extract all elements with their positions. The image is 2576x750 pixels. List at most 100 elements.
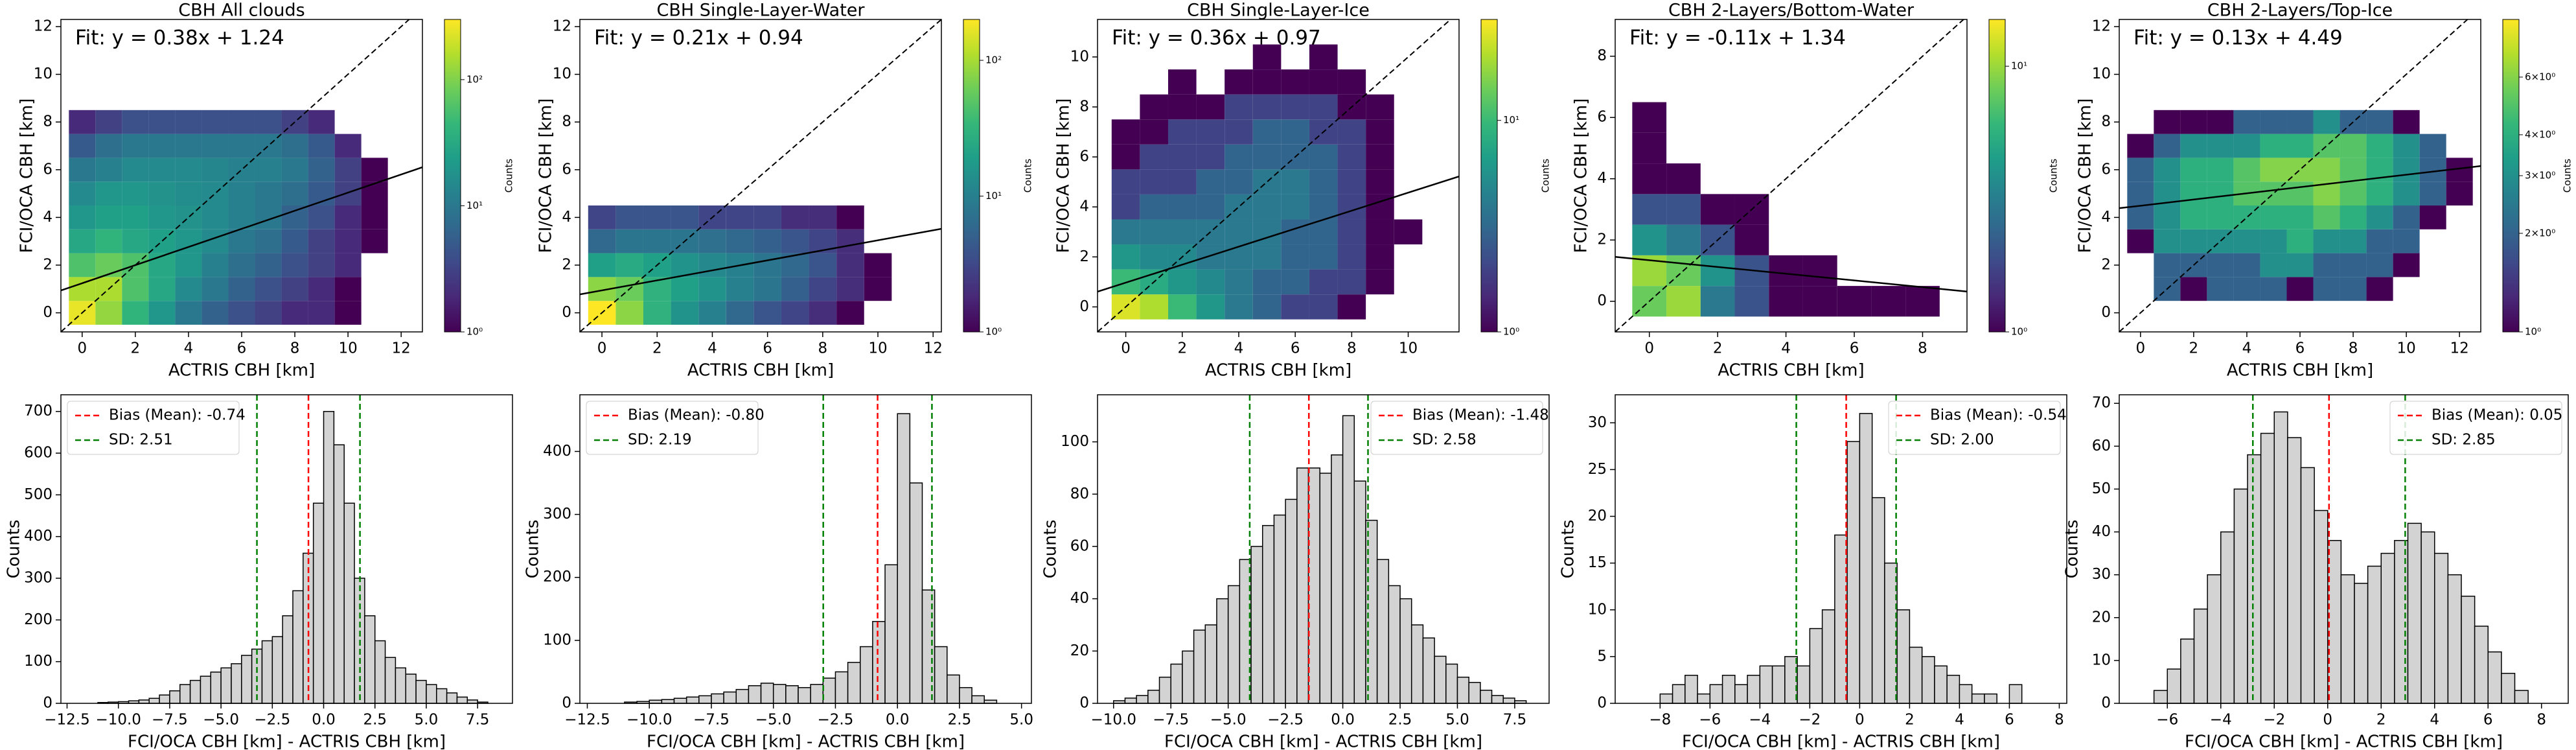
bar [2421, 531, 2435, 704]
y-axis-label: Counts [1559, 520, 1578, 579]
x-tick-label: 10 [2397, 340, 2415, 357]
heatmap-cell [2366, 134, 2393, 158]
heatmap-cell [69, 110, 96, 134]
heatmap-cell [2366, 205, 2393, 229]
heatmap-cell [2286, 205, 2314, 229]
bar [436, 688, 448, 704]
heatmap-cell [1111, 119, 1140, 145]
heatmap-cell [95, 182, 122, 205]
bar [169, 690, 181, 704]
heatmap-cell [1700, 194, 1735, 225]
chart-title: CBH 2-Layers/Top-Ice [2207, 1, 2393, 21]
heatmap-cell [281, 253, 308, 277]
x-tick-label: 5.0 [1009, 712, 1033, 729]
x-tick-label: 2 [1905, 712, 1915, 729]
fit-annotation: Fit: y = 0.36x + 0.97 [1112, 27, 1321, 50]
heatmap-cell [671, 205, 699, 229]
heatmap-cell [1225, 119, 1253, 145]
heatmap-cell [2233, 134, 2260, 158]
bar [210, 672, 222, 704]
bar [2207, 574, 2222, 704]
heatmap-cell [281, 205, 308, 229]
bar [934, 646, 948, 704]
heatmap-cell [809, 301, 837, 325]
bar [1759, 665, 1773, 704]
x-tick-label: 0 [2323, 712, 2332, 729]
heatmap-cell [726, 205, 754, 229]
heatmap-cell [2127, 205, 2154, 229]
x-axis-label: ACTRIS CBH [km] [1718, 361, 1864, 381]
heatmap-cell [726, 301, 754, 325]
plot-frame [1615, 19, 1968, 333]
heatmap-cell [69, 253, 96, 277]
x-tick-label: 12 [924, 340, 943, 357]
bar [872, 620, 886, 704]
heatmap-cell [2154, 158, 2181, 182]
bar [2233, 488, 2248, 704]
heatmap-cell [1309, 69, 1338, 95]
bar [312, 502, 325, 704]
heatmap-cell [1167, 144, 1197, 170]
x-tick-label: −7.5 [1153, 712, 1189, 729]
heatmap-cell [69, 205, 96, 229]
heatmap-cell [175, 158, 202, 182]
heatmap-cell [95, 301, 122, 325]
y-tick-label: 4 [43, 209, 52, 226]
x-tick-label: 5.0 [415, 712, 439, 729]
heatmap-cell [836, 253, 864, 277]
bar [1307, 467, 1320, 704]
x-tick-label: 8 [2536, 712, 2546, 729]
plot-area [1615, 19, 1967, 332]
bar [1747, 674, 1761, 704]
legend-box [1888, 401, 2061, 455]
heatmap-cell [809, 253, 837, 277]
colorbar-tick-label: 6×10⁰ [2525, 71, 2555, 82]
y-tick-label: 8 [43, 113, 52, 130]
y-tick-label: 10 [2092, 65, 2111, 82]
y-axis-label: Counts [5, 520, 24, 579]
x-tick-label: −12.5 [44, 712, 89, 729]
heatmap-cell [2286, 277, 2314, 301]
y-tick-label: 30 [2092, 566, 2111, 583]
x-tick-label: −10.0 [1091, 712, 1136, 729]
heatmap-cell [148, 205, 176, 229]
heatmap-cell [1225, 69, 1253, 95]
heatmap-cell [2180, 134, 2207, 158]
x-tick-label: 5.0 [1445, 712, 1469, 729]
y-tick-label: 400 [24, 528, 52, 545]
fit-annotation: Fit: y = 0.13x + 4.49 [2133, 27, 2343, 50]
heatmap-cell [726, 277, 754, 301]
bar [2314, 510, 2329, 704]
colorbar-tick-label: 4×10⁰ [2525, 128, 2555, 140]
heatmap-cell [255, 182, 282, 205]
heatmap-cell [95, 110, 122, 134]
bar [1227, 585, 1241, 704]
bar [2474, 626, 2489, 704]
heatmap-cell [255, 277, 282, 301]
heatmap-cell [2154, 205, 2181, 229]
heatmap-cell [1140, 94, 1168, 120]
heatmap-cell [1309, 44, 1338, 70]
plot-frame [60, 19, 423, 333]
heatmap-cell [2286, 134, 2314, 158]
heatmap-cell [1309, 244, 1338, 270]
heatmap-cell [308, 301, 335, 325]
heatmap-cell [1167, 169, 1197, 194]
heatmap-cell [201, 301, 229, 325]
x-tick-label: −6 [2156, 712, 2178, 729]
heatmap-cell [334, 158, 362, 182]
x-tick-label: 4 [1955, 712, 1964, 729]
heatmap-cell [2207, 253, 2234, 277]
heatmap-cell [255, 229, 282, 253]
x-tick-label: −5.0 [755, 712, 792, 729]
heatmap-cell [615, 205, 643, 229]
heatmap-cell [334, 205, 362, 229]
y-tick-label: 600 [24, 445, 52, 462]
heatmap-cell [836, 205, 864, 229]
x-tick-label: −7.5 [152, 712, 188, 729]
bar [661, 699, 675, 704]
y-tick-label: 10 [1070, 48, 1089, 65]
bar [1124, 697, 1137, 704]
heatmap-cell [1140, 119, 1168, 145]
heatmap-cell [1666, 224, 1701, 255]
